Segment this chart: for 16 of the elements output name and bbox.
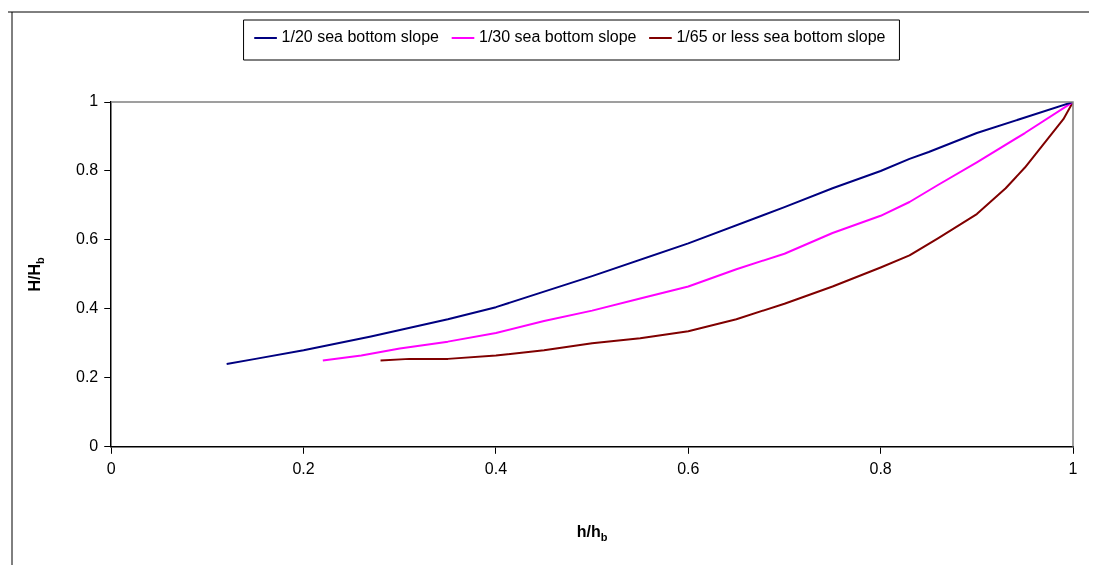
y-tick-label: 0: [89, 437, 99, 455]
legend-label: 1/65 or less sea bottom slope: [676, 28, 886, 46]
x-tick-label: 0.8: [869, 459, 892, 477]
x-tick-label: 0.4: [484, 459, 508, 477]
y-tick-label: 0.4: [75, 299, 99, 317]
legend-label: 1/30 sea bottom slope: [479, 28, 637, 46]
x-tick-label: 0: [106, 459, 116, 477]
y-tick-label: 1: [89, 92, 99, 110]
y-tick-label: 0.2: [75, 368, 99, 386]
legend-label: 1/20 sea bottom slope: [281, 28, 440, 46]
x-tick-label: 0.2: [292, 459, 315, 477]
y-tick-label: 0.6: [75, 230, 99, 248]
y-tick-label: 0.8: [75, 161, 99, 179]
y-axis-title: H/Hb: [26, 256, 47, 292]
x-tick-label: 0.6: [677, 459, 700, 477]
x-tick-label: 1: [1068, 459, 1078, 477]
